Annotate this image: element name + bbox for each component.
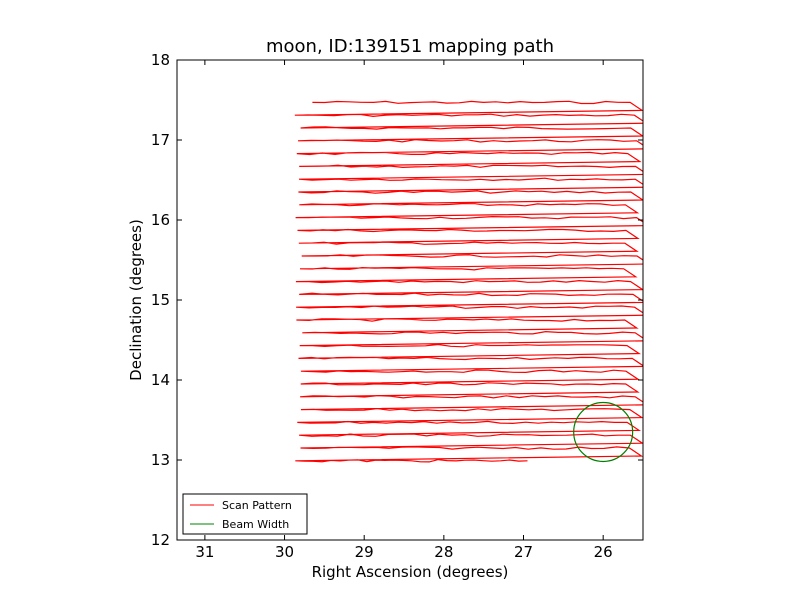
x-tick-label: 31 <box>195 543 214 561</box>
y-tick-label: 12 <box>151 531 170 549</box>
x-axis-label: Right Ascension (degrees) <box>312 563 509 581</box>
y-tick-label: 16 <box>151 211 170 229</box>
x-tick-label: 26 <box>594 543 613 561</box>
y-tick-label: 18 <box>151 51 170 69</box>
x-tick-label: 27 <box>514 543 533 561</box>
beam-width-layer <box>573 401 634 463</box>
x-tick-label: 28 <box>434 543 453 561</box>
y-tick-label: 13 <box>151 451 170 469</box>
x-tick-label: 30 <box>275 543 294 561</box>
legend: Scan Pattern Beam Width <box>182 493 308 535</box>
scan-pattern-layer <box>294 100 643 463</box>
legend-box <box>182 493 308 535</box>
plot-area: 31 30 29 28 27 26 12 13 14 15 16 17 18 <box>151 51 644 561</box>
y-tick-label: 15 <box>151 291 170 309</box>
legend-scan-pattern-label: Scan Pattern <box>222 499 292 512</box>
beam-width-circle <box>573 401 634 463</box>
axis-ticks: 31 30 29 28 27 26 12 13 14 15 16 17 18 <box>151 51 643 561</box>
x-tick-label: 29 <box>355 543 374 561</box>
y-axis-label: Declination (degrees) <box>127 219 145 381</box>
chart-title: moon, ID:139151 mapping path <box>266 36 554 57</box>
scan-pattern-line <box>294 100 643 463</box>
legend-beam-width-label: Beam Width <box>222 518 289 531</box>
y-tick-label: 14 <box>151 371 170 389</box>
y-tick-label: 17 <box>151 131 170 149</box>
